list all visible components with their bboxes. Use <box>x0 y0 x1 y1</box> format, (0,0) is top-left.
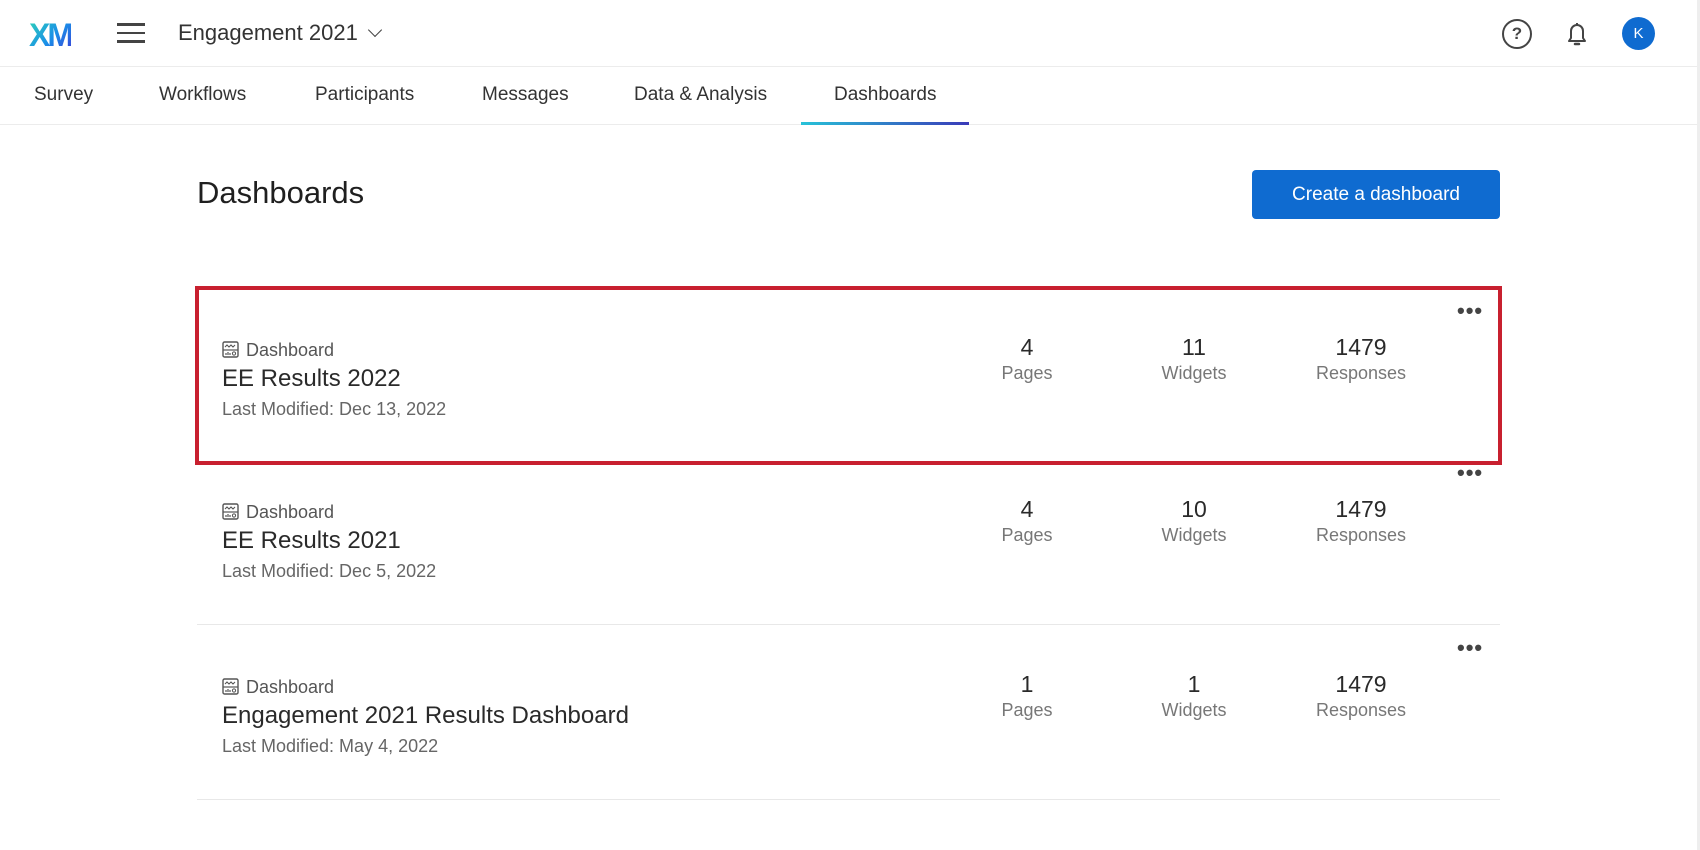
pages-label: Pages <box>1001 525 1053 545</box>
responses-stat: 1479 Responses <box>1281 671 1441 721</box>
responses-count: 1479 <box>1335 496 1387 522</box>
tab-data-analysis[interactable]: Data & Analysis <box>634 84 768 105</box>
widgets-label: Widgets <box>1161 700 1227 720</box>
responses-count: 1479 <box>1335 671 1387 697</box>
more-options-icon[interactable]: ••• <box>1457 298 1484 323</box>
pages-count: 4 <box>1020 496 1034 522</box>
row-type: Dashboard <box>246 340 335 360</box>
responses-stat: 1479 Responses <box>1281 334 1441 384</box>
bell-icon[interactable] <box>1562 19 1592 49</box>
tab-dashboards[interactable]: Dashboards <box>800 84 971 125</box>
dashboard-icon <box>222 503 239 520</box>
pages-stat: 4 Pages <box>947 334 1107 384</box>
dashboard-icon <box>222 341 239 358</box>
more-options-icon[interactable]: ••• <box>1457 460 1484 485</box>
pages-label: Pages <box>1001 700 1053 720</box>
widgets-count: 11 <box>1182 334 1206 360</box>
pages-stat: 4 Pages <box>947 496 1107 546</box>
row-type: Dashboard <box>246 677 335 697</box>
responses-label: Responses <box>1315 363 1407 383</box>
last-modified: Last Modified: May 4, 2022 <box>222 736 439 756</box>
responses-count: 1479 <box>1335 334 1387 360</box>
dashboard-row[interactable]: Dashboard EE Results 2022 Last Modified:… <box>195 286 1502 465</box>
tab-participants[interactable]: Participants <box>315 84 415 105</box>
responses-label: Responses <box>1315 700 1407 720</box>
dashboard-name[interactable]: EE Results 2022 <box>222 365 401 392</box>
xm-logo[interactable]: XM <box>29 17 74 53</box>
project-name: Engagement 2021 <box>178 20 358 45</box>
dashboard-name[interactable]: Engagement 2021 Results Dashboard <box>222 702 629 729</box>
widgets-stat: 11 Widgets <box>1114 334 1274 384</box>
pages-stat: 1 Pages <box>947 671 1107 721</box>
pages-count: 1 <box>1020 671 1034 697</box>
row-type: Dashboard <box>246 502 335 522</box>
avatar[interactable]: K <box>1622 17 1655 50</box>
page-title: Dashboards <box>197 175 365 210</box>
help-icon[interactable]: ? <box>1502 19 1532 49</box>
last-modified: Last Modified: Dec 5, 2022 <box>222 561 437 581</box>
responses-stat: 1479 Responses <box>1281 496 1441 546</box>
pages-count: 4 <box>1020 334 1034 360</box>
responses-label: Responses <box>1315 525 1407 545</box>
hamburger-menu-icon[interactable] <box>117 23 145 43</box>
pages-label: Pages <box>1001 363 1053 383</box>
dashboard-row[interactable]: Dashboard EE Results 2021 Last Modified:… <box>197 450 1500 625</box>
dashboard-row[interactable]: Dashboard Engagement 2021 Results Dashbo… <box>197 625 1500 800</box>
more-options-icon[interactable]: ••• <box>1457 635 1484 660</box>
widgets-label: Widgets <box>1161 363 1227 383</box>
scrollbar[interactable] <box>1697 0 1700 850</box>
tab-messages[interactable]: Messages <box>482 84 569 105</box>
tab-survey[interactable]: Survey <box>34 84 94 105</box>
chevron-down-icon <box>367 22 382 38</box>
widgets-count: 1 <box>1187 671 1201 697</box>
dashboard-icon <box>222 678 239 695</box>
top-bar: XM Engagement 2021 ? K <box>0 0 1700 67</box>
project-selector[interactable]: Engagement 2021 <box>178 20 382 46</box>
last-modified: Last Modified: Dec 13, 2022 <box>222 399 447 419</box>
widgets-stat: 1 Widgets <box>1114 671 1274 721</box>
widgets-stat: 10 Widgets <box>1114 496 1274 546</box>
widgets-count: 10 <box>1181 496 1207 522</box>
tab-workflows[interactable]: Workflows <box>159 84 247 105</box>
create-dashboard-button[interactable]: Create a dashboard <box>1252 170 1500 219</box>
dashboard-name[interactable]: EE Results 2021 <box>222 527 401 554</box>
tab-bar: Survey Workflows Participants Messages D… <box>0 67 1697 125</box>
widgets-label: Widgets <box>1161 525 1227 545</box>
